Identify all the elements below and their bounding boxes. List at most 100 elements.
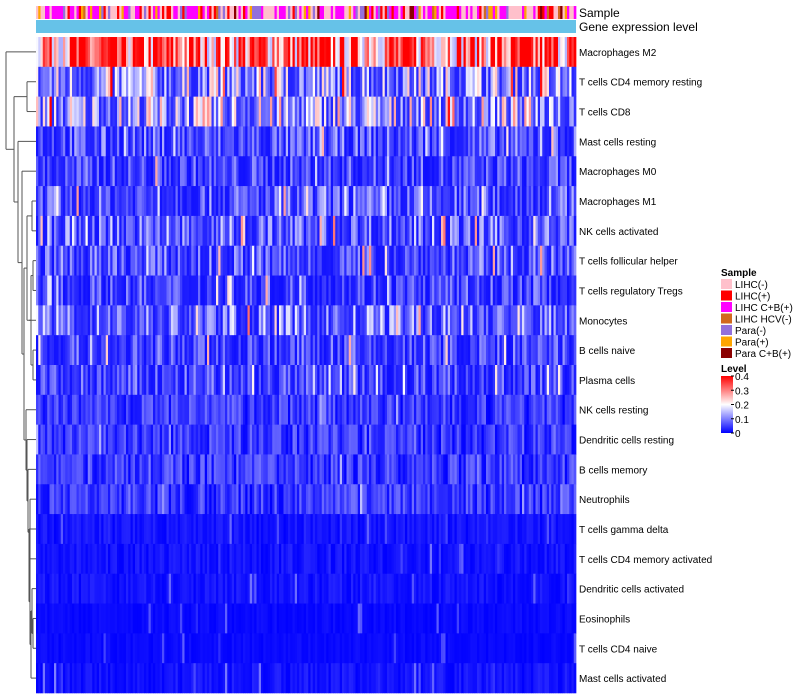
heatmap-cell xyxy=(254,305,257,336)
heatmap-cell xyxy=(36,37,39,68)
heatmap-cell xyxy=(326,156,329,187)
heatmap-cell xyxy=(204,573,208,604)
heatmap-cell xyxy=(272,96,275,127)
heatmap-cell xyxy=(492,543,496,575)
heatmap-cell xyxy=(441,365,444,396)
heatmap-cell xyxy=(454,215,458,247)
heatmap-cell xyxy=(472,186,476,217)
sample-cell xyxy=(144,6,147,19)
heatmap-cell xyxy=(546,543,550,575)
heatmap-cell xyxy=(162,66,165,97)
heatmap-cell xyxy=(414,454,417,485)
heatmap-cell xyxy=(121,454,125,485)
heatmap-cell xyxy=(488,454,491,485)
heatmap-cell xyxy=(553,66,557,97)
heatmap-cell xyxy=(99,335,102,366)
heatmap-cell xyxy=(137,394,140,425)
heatmap-cell xyxy=(418,245,422,276)
heatmap-cell xyxy=(193,573,197,604)
sample-cell xyxy=(423,6,426,19)
heatmap-cell xyxy=(324,275,327,306)
heatmap-cell xyxy=(326,573,329,604)
heatmap-cell xyxy=(49,37,53,68)
heatmap-cell xyxy=(443,275,446,306)
heatmap-cell xyxy=(427,365,431,396)
heatmap-cell xyxy=(434,394,437,425)
heatmap-cell xyxy=(110,245,113,276)
heatmap-cell xyxy=(551,156,554,187)
heatmap-cell xyxy=(234,126,237,157)
heatmap-cell xyxy=(328,454,332,485)
heatmap-cell xyxy=(481,215,485,247)
heatmap-cell xyxy=(510,365,514,396)
heatmap-cell xyxy=(288,335,291,366)
heatmap-cell xyxy=(103,66,107,97)
heatmap-cell xyxy=(276,186,280,217)
heatmap-cell xyxy=(186,275,190,306)
heatmap-cell xyxy=(364,514,368,545)
heatmap-cell xyxy=(38,215,41,247)
heatmap-cell xyxy=(416,275,419,306)
heatmap-cell xyxy=(443,66,446,97)
heatmap-cell xyxy=(535,424,539,455)
heatmap-cell xyxy=(337,245,341,276)
heatmap-cell xyxy=(465,126,469,157)
heatmap-cell xyxy=(243,245,246,276)
heatmap-cell xyxy=(288,245,291,276)
heatmap-cell xyxy=(166,543,170,575)
sample-cell xyxy=(528,6,532,19)
heatmap-cell xyxy=(290,37,293,68)
heatmap-cell xyxy=(231,603,235,634)
heatmap-cell xyxy=(540,305,543,336)
heatmap-cell xyxy=(306,305,309,336)
heatmap-cell xyxy=(90,305,93,336)
heatmap-cell xyxy=(468,126,471,157)
heatmap-cell xyxy=(258,514,262,545)
heatmap-cell xyxy=(216,245,219,276)
heatmap-cell xyxy=(546,156,550,187)
heatmap-cell xyxy=(211,126,215,157)
heatmap-cell xyxy=(351,424,354,455)
heatmap-cell xyxy=(182,365,185,396)
heatmap-cell xyxy=(364,394,368,425)
heatmap-cell xyxy=(247,66,251,97)
heatmap-cell xyxy=(63,394,66,425)
heatmap-cell xyxy=(438,454,442,485)
heatmap-cell xyxy=(360,215,363,247)
heatmap-cell xyxy=(119,275,122,306)
heatmap-cell xyxy=(299,514,302,545)
heatmap-cell xyxy=(299,275,302,306)
heatmap-cell xyxy=(227,454,230,485)
heatmap-cell xyxy=(245,603,248,634)
heatmap-cell xyxy=(198,424,201,455)
heatmap-cell xyxy=(182,126,185,157)
heatmap-cell xyxy=(123,365,127,396)
heatmap-cell xyxy=(531,335,534,366)
heatmap-cell xyxy=(123,603,127,634)
heatmap-cell xyxy=(427,245,431,276)
heatmap-cell xyxy=(346,186,350,217)
heatmap-cell xyxy=(495,484,498,515)
heatmap-cell xyxy=(63,66,66,97)
heatmap-cell xyxy=(461,66,464,97)
sample-cell xyxy=(477,6,480,19)
heatmap-cell xyxy=(407,365,410,396)
heatmap-cell xyxy=(418,275,422,306)
heatmap-cell xyxy=(402,37,406,68)
sample-cell xyxy=(130,6,134,19)
heatmap-cell xyxy=(567,454,570,485)
heatmap-cell xyxy=(310,603,314,634)
heatmap-cell xyxy=(166,454,170,485)
heatmap-cell xyxy=(492,156,496,187)
heatmap-cell xyxy=(346,305,350,336)
heatmap-cell xyxy=(54,424,57,455)
heatmap-cell xyxy=(526,245,530,276)
heatmap-cell xyxy=(321,335,325,366)
heatmap-cell xyxy=(245,37,248,68)
heatmap-cell xyxy=(191,245,194,276)
heatmap-cell xyxy=(510,514,514,545)
heatmap-cell xyxy=(177,484,181,515)
heatmap-cell xyxy=(294,156,298,187)
sample-cell xyxy=(261,6,264,19)
heatmap-cell xyxy=(270,454,273,485)
